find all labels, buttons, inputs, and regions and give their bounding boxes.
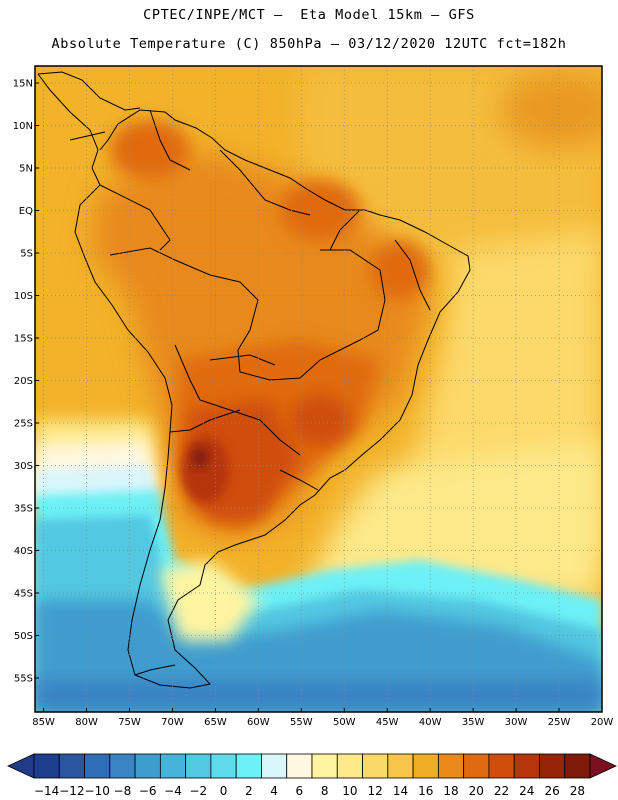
colorbar-label: 18: [443, 784, 458, 798]
lat-label: 20S: [14, 376, 33, 387]
lon-label: 85W: [32, 717, 55, 728]
lon-label: 35W: [462, 717, 485, 728]
colorbar-bin: [286, 753, 313, 779]
temperature-field: [35, 66, 602, 712]
lon-label: 25W: [548, 717, 571, 728]
lat-label: 15N: [13, 79, 33, 90]
colorbar-label: 6: [296, 784, 304, 798]
colorbar-label: 2: [245, 784, 253, 798]
colorbar-bin: [564, 753, 591, 779]
colorbar-label: −2: [189, 784, 207, 798]
colorbar-label: 8: [321, 784, 329, 798]
lat-label: 25S: [14, 419, 33, 430]
lat-label: 55S: [14, 674, 33, 685]
lon-label: 65W: [204, 717, 227, 728]
lat-label: 5N: [19, 164, 33, 175]
colorbar-label: −4: [164, 784, 182, 798]
lat-label: 10S: [14, 291, 33, 302]
colorbar-bin: [539, 753, 566, 779]
colorbar-bin: [463, 753, 490, 779]
lon-label: 50W: [333, 717, 356, 728]
lon-label: 75W: [118, 717, 141, 728]
colorbar: −14 −12 −10 −8 −6 −4 −2 0 2 4 6 8 10 12 14 16 18 20 22 24 26…: [7, 753, 617, 798]
colorbar-label: 24: [519, 784, 534, 798]
colorbar-label: −14: [34, 784, 59, 798]
lon-label: 40W: [419, 717, 442, 728]
colorbar-bin: [159, 753, 187, 779]
colorbar-bin: [235, 753, 262, 779]
longitude-axis: 85W 80W 75W 70W 65W 60W 55W 50W 45W 40W 35W 30W 25W 2…: [32, 708, 613, 728]
graticule-grid: [35, 66, 603, 712]
lat-label: 40S: [14, 546, 33, 557]
colorbar-label: 28: [570, 784, 585, 798]
lon-label: 80W: [75, 717, 98, 728]
colorbar-bin: [84, 753, 111, 779]
lon-label: 70W: [161, 717, 184, 728]
colorbar-bin: [109, 753, 136, 779]
colorbar-bin: [33, 753, 60, 779]
lat-label: 45S: [14, 589, 33, 600]
lat-label: 50S: [14, 631, 33, 642]
lat-label: EQ: [19, 206, 33, 217]
colorbar-bin: [488, 753, 515, 779]
colorbar-label: 0: [220, 784, 228, 798]
colorbar-bin: [134, 753, 161, 779]
lat-label: 35S: [14, 504, 33, 515]
coastline-outline: [37, 71, 471, 689]
colorbar-bin: [362, 753, 389, 779]
colorbar-label: 16: [418, 784, 433, 798]
colorbar-label: −6: [139, 784, 157, 798]
lon-label: 45W: [376, 717, 399, 728]
colorbar-label: 14: [393, 784, 408, 798]
colorbar-label: 12: [368, 784, 383, 798]
colorbar-bin: [311, 753, 338, 779]
colorbar-bin: [437, 753, 465, 779]
map-frame: [34, 65, 603, 713]
colorbar-label: −8: [114, 784, 132, 798]
colorbar-label: 22: [494, 784, 509, 798]
lat-label: 5S: [20, 249, 33, 260]
colorbar-label: 4: [270, 784, 278, 798]
lat-label: 30S: [14, 461, 33, 472]
colorbar-over-triangle: [589, 753, 617, 779]
lon-label: 60W: [247, 717, 270, 728]
colorbar-bin: [210, 753, 237, 779]
colorbar-bin: [336, 753, 363, 779]
title-line-1: CPTEC/INPE/MCT – Eta Model 15km – GFS: [143, 7, 475, 23]
colorbar-label: 26: [544, 784, 559, 798]
colorbar-label: 10: [342, 784, 357, 798]
colorbar-bin: [387, 753, 414, 779]
colorbar-under-triangle: [7, 753, 35, 779]
title-line-2: Absolute Temperature (C) 850hPa – 03/12/…: [51, 36, 567, 52]
lon-label: 20W: [591, 717, 614, 728]
colorbar-bin: [513, 753, 540, 779]
colorbar-label: −12: [59, 784, 84, 798]
colorbar-label: −10: [85, 784, 110, 798]
lat-label: 15S: [14, 334, 33, 345]
colorbar-bin: [185, 753, 212, 779]
colorbar-bin: [58, 753, 85, 779]
colorbar-label: 20: [469, 784, 484, 798]
colorbar-bin: [412, 753, 439, 779]
lon-label: 55W: [290, 717, 313, 728]
lat-label: 10N: [13, 121, 33, 132]
latitude-axis: 15N 10N 5N EQ 5S 10S 15S 20S 25S 30S 35S 40S 45S 50S 5…: [13, 79, 39, 685]
colorbar-bin: [261, 753, 288, 779]
lon-label: 30W: [505, 717, 528, 728]
